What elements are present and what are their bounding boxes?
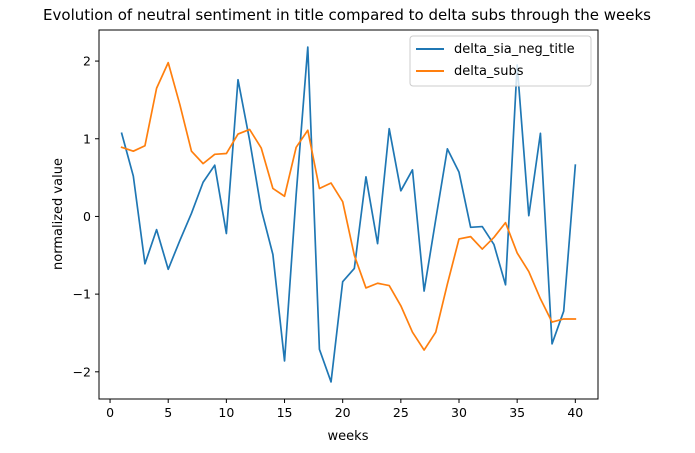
x-tick-label: 30: [451, 405, 467, 420]
legend-box: [409, 35, 592, 87]
axes-frame: [98, 29, 599, 400]
x-axis-label: weeks: [328, 429, 369, 444]
chart-title: Evolution of neutral sentiment in title …: [43, 6, 651, 24]
x-tick-label: 40: [567, 405, 583, 420]
series-line-delta-subs: [120, 61, 577, 351]
x-tick-label: 35: [509, 405, 525, 420]
x-tick-label: 15: [277, 405, 293, 420]
y-tick-label: −2: [73, 364, 91, 379]
series-layer: [120, 46, 577, 383]
y-tick-label: 2: [83, 54, 91, 69]
y-tick-label: −1: [73, 287, 91, 302]
x-tick-label: 20: [335, 405, 351, 420]
x-tick-label: 5: [164, 405, 172, 420]
legend-label-delta-subs: delta_subs: [454, 64, 524, 79]
y-axis-label: normalized value: [51, 158, 66, 270]
x-tick-label: 0: [106, 405, 114, 420]
legend-label-delta-sia-neg-title: delta_sia_neg_title: [454, 42, 575, 57]
series-line-delta-sia-neg-title: [120, 46, 577, 383]
x-tick-label: 25: [393, 405, 409, 420]
x-axis-ticks: 0 5 10 15 20 25 30 35 40: [106, 399, 583, 420]
y-tick-label: 0: [83, 209, 91, 224]
plot-area: [98, 29, 599, 400]
y-axis-ticks: −2 −1 0 1 2: [73, 54, 99, 379]
x-tick-label: 10: [218, 405, 234, 420]
legend: delta_sia_neg_title delta_subs: [409, 35, 592, 87]
y-tick-label: 1: [83, 131, 91, 146]
